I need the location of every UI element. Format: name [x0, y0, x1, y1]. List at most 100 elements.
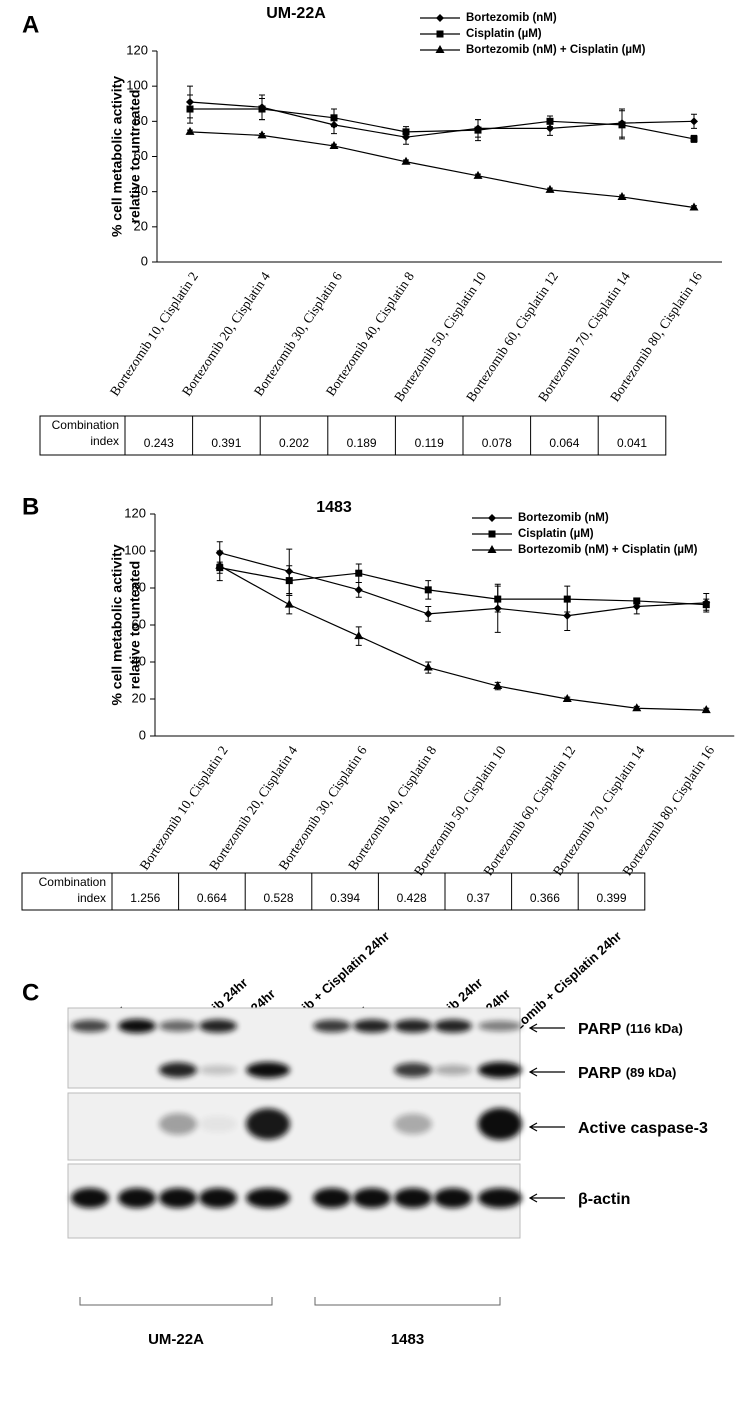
table-cell: 0.391	[211, 436, 241, 450]
legend-marker	[487, 545, 497, 553]
marker	[186, 105, 194, 113]
legend-marker	[436, 14, 444, 22]
legend-entry: Bortezomib (nM) + Cisplatin (µM)	[466, 44, 646, 56]
marker	[402, 128, 410, 136]
y-tick-label: 60	[132, 616, 146, 631]
band-name: β-actin	[578, 1191, 630, 1208]
legend-entry: Bortezomib (nM)	[518, 512, 609, 524]
table-cell: 0.243	[144, 436, 174, 450]
band-label: β-actin	[578, 1191, 630, 1208]
table-cell: 0.394	[330, 891, 360, 905]
marker	[690, 135, 698, 143]
series-line	[219, 552, 707, 617]
y-tick-label: 60	[134, 148, 148, 163]
blot-band	[199, 1065, 237, 1075]
marker	[257, 130, 267, 139]
table-cell: 1.256	[130, 891, 160, 905]
legend-marker	[488, 530, 496, 538]
y-tick-label: 100	[124, 542, 146, 557]
arrow	[528, 1193, 565, 1203]
blot-band	[353, 1188, 391, 1208]
y-tick-label: 40	[132, 653, 146, 668]
marker	[423, 662, 433, 671]
legend-marker	[488, 530, 496, 538]
legend-entry: Bortezomib (nM)	[466, 12, 557, 24]
table-cell: 0.664	[197, 891, 227, 905]
legend-marker	[436, 30, 444, 38]
blot-band	[159, 1020, 197, 1032]
y-tick-label: 20	[134, 218, 148, 233]
marker	[215, 560, 225, 569]
legend-marker	[488, 514, 496, 522]
y-axis-label: % cell metabolic activity	[109, 76, 125, 237]
blot-band	[71, 1188, 109, 1208]
series-line	[190, 108, 695, 140]
table-cell: 0.528	[263, 891, 293, 905]
table-header: index	[90, 434, 119, 448]
arrow	[528, 1023, 565, 1033]
band-label: PARP (89 kDa)	[578, 1065, 676, 1082]
marker	[329, 140, 339, 149]
marker	[401, 156, 411, 165]
blot-band	[353, 1019, 391, 1033]
y-tick-label: 120	[126, 42, 148, 57]
table-cell: 0.37	[467, 891, 491, 905]
marker	[494, 595, 502, 603]
table-cell: 0.399	[596, 891, 626, 905]
blot-band	[478, 1108, 522, 1140]
table-cell: 0.366	[530, 891, 560, 905]
blot-band	[159, 1188, 197, 1208]
table-cell: 0.202	[279, 436, 309, 450]
legend-entry: Bortezomib (nM) + Cisplatin (µM)	[518, 544, 698, 556]
marker	[701, 705, 711, 714]
marker	[545, 184, 555, 193]
legend-marker	[435, 45, 445, 53]
group-bracket	[314, 1297, 501, 1306]
panel-letter: B	[22, 493, 39, 520]
legend-marker	[487, 545, 497, 553]
marker	[546, 117, 554, 125]
marker	[689, 202, 699, 211]
marker	[354, 585, 363, 594]
series-line	[219, 567, 707, 606]
marker	[284, 599, 294, 608]
blot-band	[199, 1115, 237, 1133]
blot-band	[394, 1062, 432, 1078]
band-detail: (116 kDa)	[626, 1021, 683, 1036]
blot-band	[71, 1019, 109, 1033]
y-tick-label: 120	[124, 505, 146, 520]
marker	[285, 577, 293, 585]
table-cell: 0.189	[347, 436, 377, 450]
y-tick-label: 100	[126, 78, 148, 93]
group-bracket	[79, 1297, 273, 1306]
blot-band	[313, 1188, 351, 1208]
band-detail: (89 kDa)	[626, 1065, 677, 1080]
arrow	[528, 1067, 565, 1077]
blot-panel	[67, 1092, 521, 1161]
marker	[563, 611, 572, 620]
marker	[493, 681, 503, 690]
legend-marker	[436, 30, 444, 38]
blot-band	[118, 1019, 156, 1033]
blot-band	[394, 1019, 432, 1033]
band-label: Active caspase-3	[578, 1120, 708, 1137]
blot-band	[118, 1188, 156, 1208]
marker	[617, 191, 627, 200]
table-header: Combination	[52, 418, 119, 432]
y-tick-label: 20	[132, 690, 146, 705]
blot-band	[159, 1113, 197, 1135]
y-tick-label: 0	[139, 727, 146, 742]
marker	[473, 170, 483, 179]
blot-band	[478, 1062, 522, 1078]
blot-band	[246, 1188, 290, 1208]
table-border	[39, 415, 667, 456]
blot-band	[478, 1188, 522, 1208]
marker	[474, 126, 482, 134]
blot-band	[159, 1062, 197, 1078]
marker	[330, 114, 338, 122]
band-name: PARP	[578, 1021, 622, 1038]
marker	[355, 569, 363, 577]
blot-band	[313, 1019, 351, 1033]
panel-letter: C	[22, 979, 39, 1006]
